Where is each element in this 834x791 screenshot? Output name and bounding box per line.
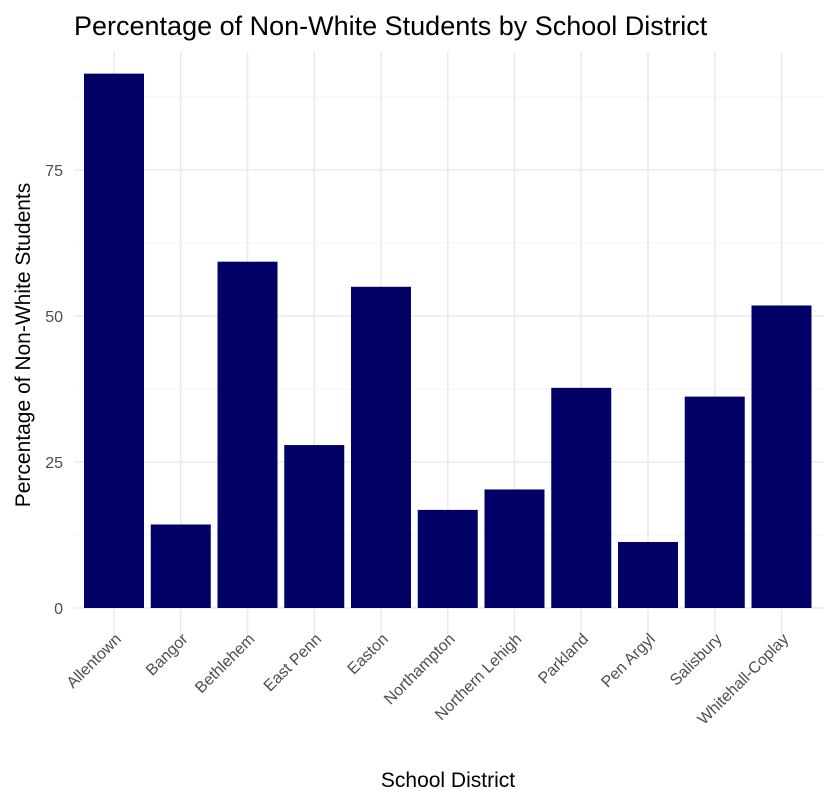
chart-title: Percentage of Non-White Students by Scho… — [74, 11, 708, 41]
bar-easton — [351, 286, 411, 608]
y-tick-label: 25 — [45, 455, 63, 472]
x-tick-label: Parkland — [535, 631, 592, 688]
bar-pen-argyl — [618, 542, 678, 608]
x-tick-label: Allentown — [64, 631, 125, 692]
bars — [84, 73, 812, 608]
x-tick-label: Bangor — [143, 630, 192, 679]
bar-northern-lehigh — [484, 489, 545, 608]
bar-bangor — [150, 524, 211, 608]
y-axis-title: Percentage of Non-White Students — [12, 183, 35, 508]
x-axis-ticks: Allentown Bangor Bethlehem East Penn EastonN… — [64, 630, 793, 728]
bar-east-penn — [284, 445, 345, 608]
bar-bethlehem — [217, 261, 278, 608]
bar-northampton — [417, 509, 478, 608]
bar-whitehall-coplay — [751, 305, 812, 608]
bar-allentown — [84, 73, 144, 608]
x-tick-label: Salisbury — [667, 631, 726, 690]
x-tick-label: East Penn — [261, 631, 325, 695]
y-tick-label: 75 — [45, 163, 63, 180]
x-tick-label: Easton — [345, 631, 392, 678]
bar-salisbury — [684, 396, 745, 608]
y-axis-ticks: 0 25 50 75 — [45, 163, 63, 618]
x-axis-title: School District — [381, 769, 515, 791]
y-tick-label: 0 — [54, 601, 63, 618]
x-tick-label: Pen Argyl — [598, 631, 658, 691]
y-tick-label: 50 — [45, 309, 63, 326]
bar-parkland — [551, 387, 612, 608]
x-tick-label: Bethlehem — [192, 631, 258, 697]
